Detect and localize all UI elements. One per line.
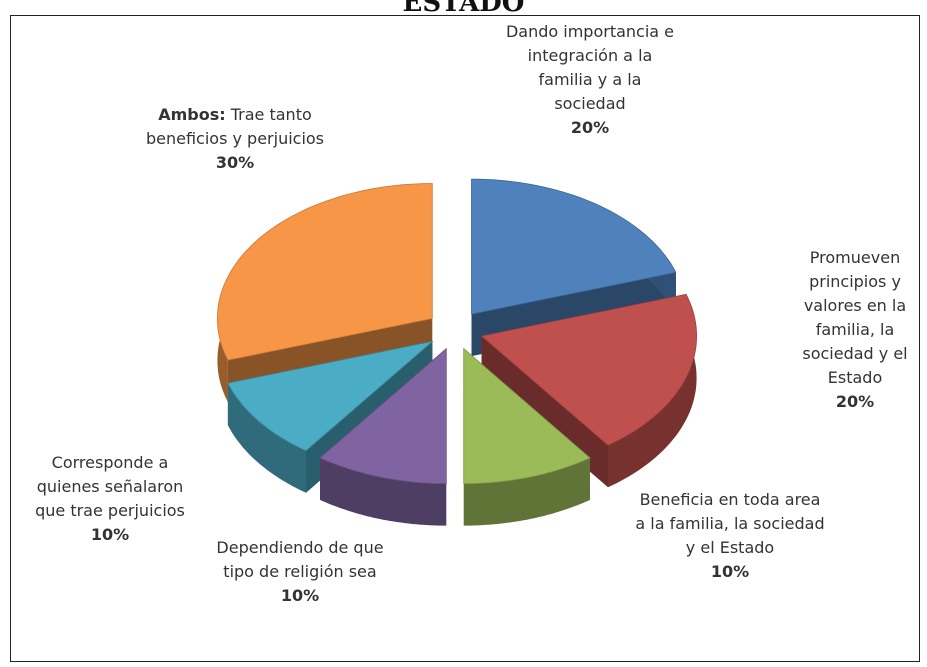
slice-top (319, 347, 447, 484)
category-name: Ambos: Trae tanto beneficios y perjuicio… (145, 105, 325, 148)
slice-label: Ambos: Trae tanto beneficios y perjuicio… (138, 103, 333, 175)
category-name: Promueven principios y valores en la fam… (802, 248, 908, 387)
pie-slice (319, 347, 447, 526)
slice-side (608, 294, 697, 488)
slice-label: Beneficia en toda area a la familia, la … (635, 488, 825, 584)
value-label: 20% (570, 118, 610, 137)
slice-label: Dando importancia e integración a la fam… (505, 20, 675, 140)
slice-top (216, 183, 433, 361)
value-label: 30% (215, 153, 255, 172)
slice-label: Corresponde a quienes señalaron que trae… (20, 451, 200, 547)
value-label: 20% (835, 392, 875, 411)
slice-label: Promueven principios y valores en la fam… (780, 246, 927, 414)
slice-top (471, 178, 677, 315)
value-label: 10% (710, 562, 750, 581)
value-label: 10% (280, 586, 320, 605)
slice-top (227, 340, 434, 452)
slice-top (463, 347, 591, 484)
category-name: Beneficia en toda area a la familia, la … (635, 490, 825, 557)
chart-frame (10, 15, 920, 662)
chart-title: ESTADO (402, 0, 525, 18)
slice-side (320, 457, 447, 526)
category-name: Corresponde a quienes señalaron que trae… (35, 453, 185, 520)
slice-top (480, 293, 698, 446)
category-name: Dando importancia e integración a la fam… (505, 22, 675, 113)
value-label: 10% (90, 525, 130, 544)
slice-side (463, 457, 590, 526)
slice-label: Dependiendo de que tipo de religión sea 1… (205, 536, 395, 608)
pie-slice (463, 347, 591, 526)
category-name: Dependiendo de que tipo de religión sea (216, 538, 384, 581)
